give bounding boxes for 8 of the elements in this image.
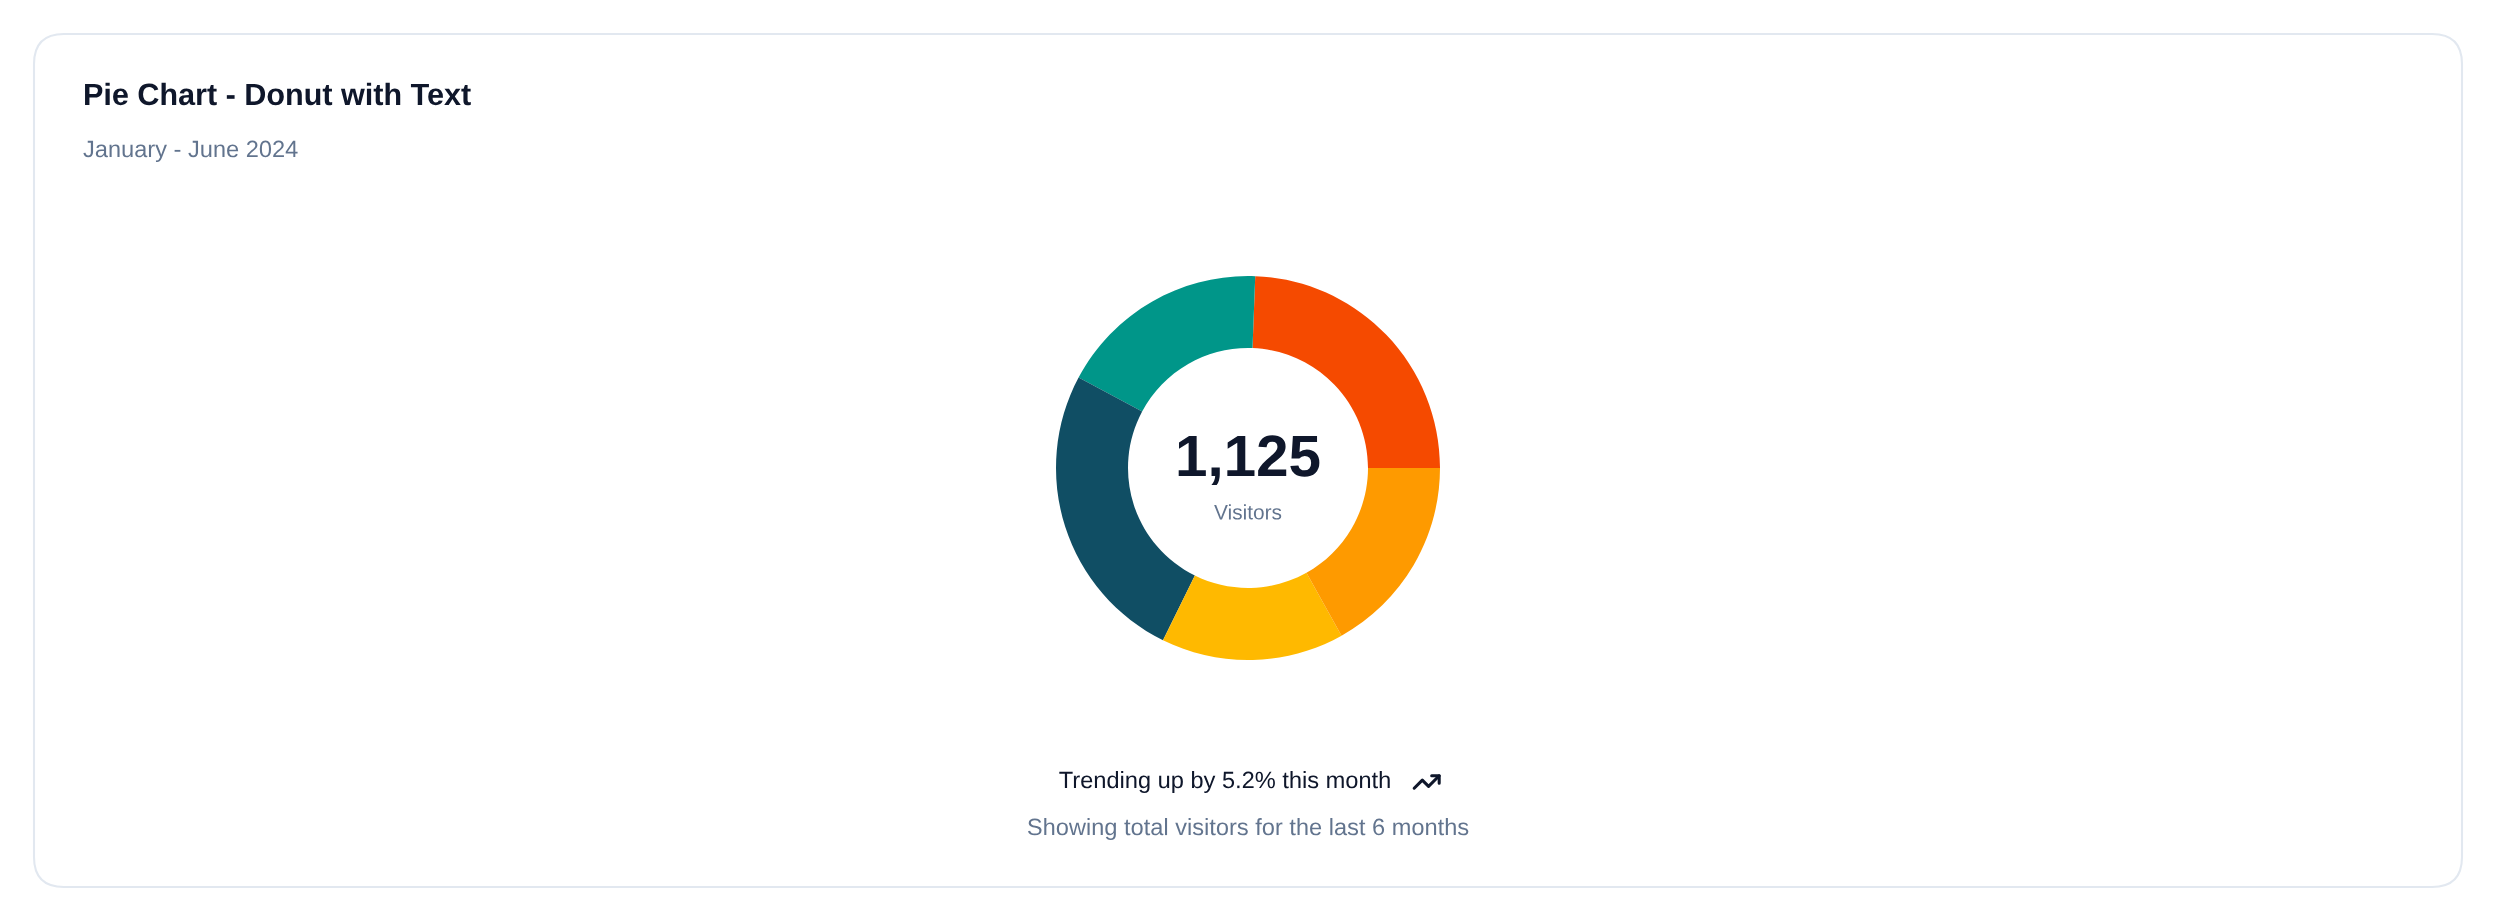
text: Visitors [1214, 504, 1282, 520]
donut-slice [1162, 572, 1342, 660]
text: Trending up by 5.2% this month [1059, 770, 1390, 794]
donut-slice [1078, 276, 1256, 412]
text: Pie Chart - Donut with Text [85, 82, 471, 106]
text: Showing total visitors for the last 6 months [1027, 817, 1469, 841]
text: January - June 2024 [83, 140, 298, 162]
text: 1,125 [1178, 435, 1320, 486]
